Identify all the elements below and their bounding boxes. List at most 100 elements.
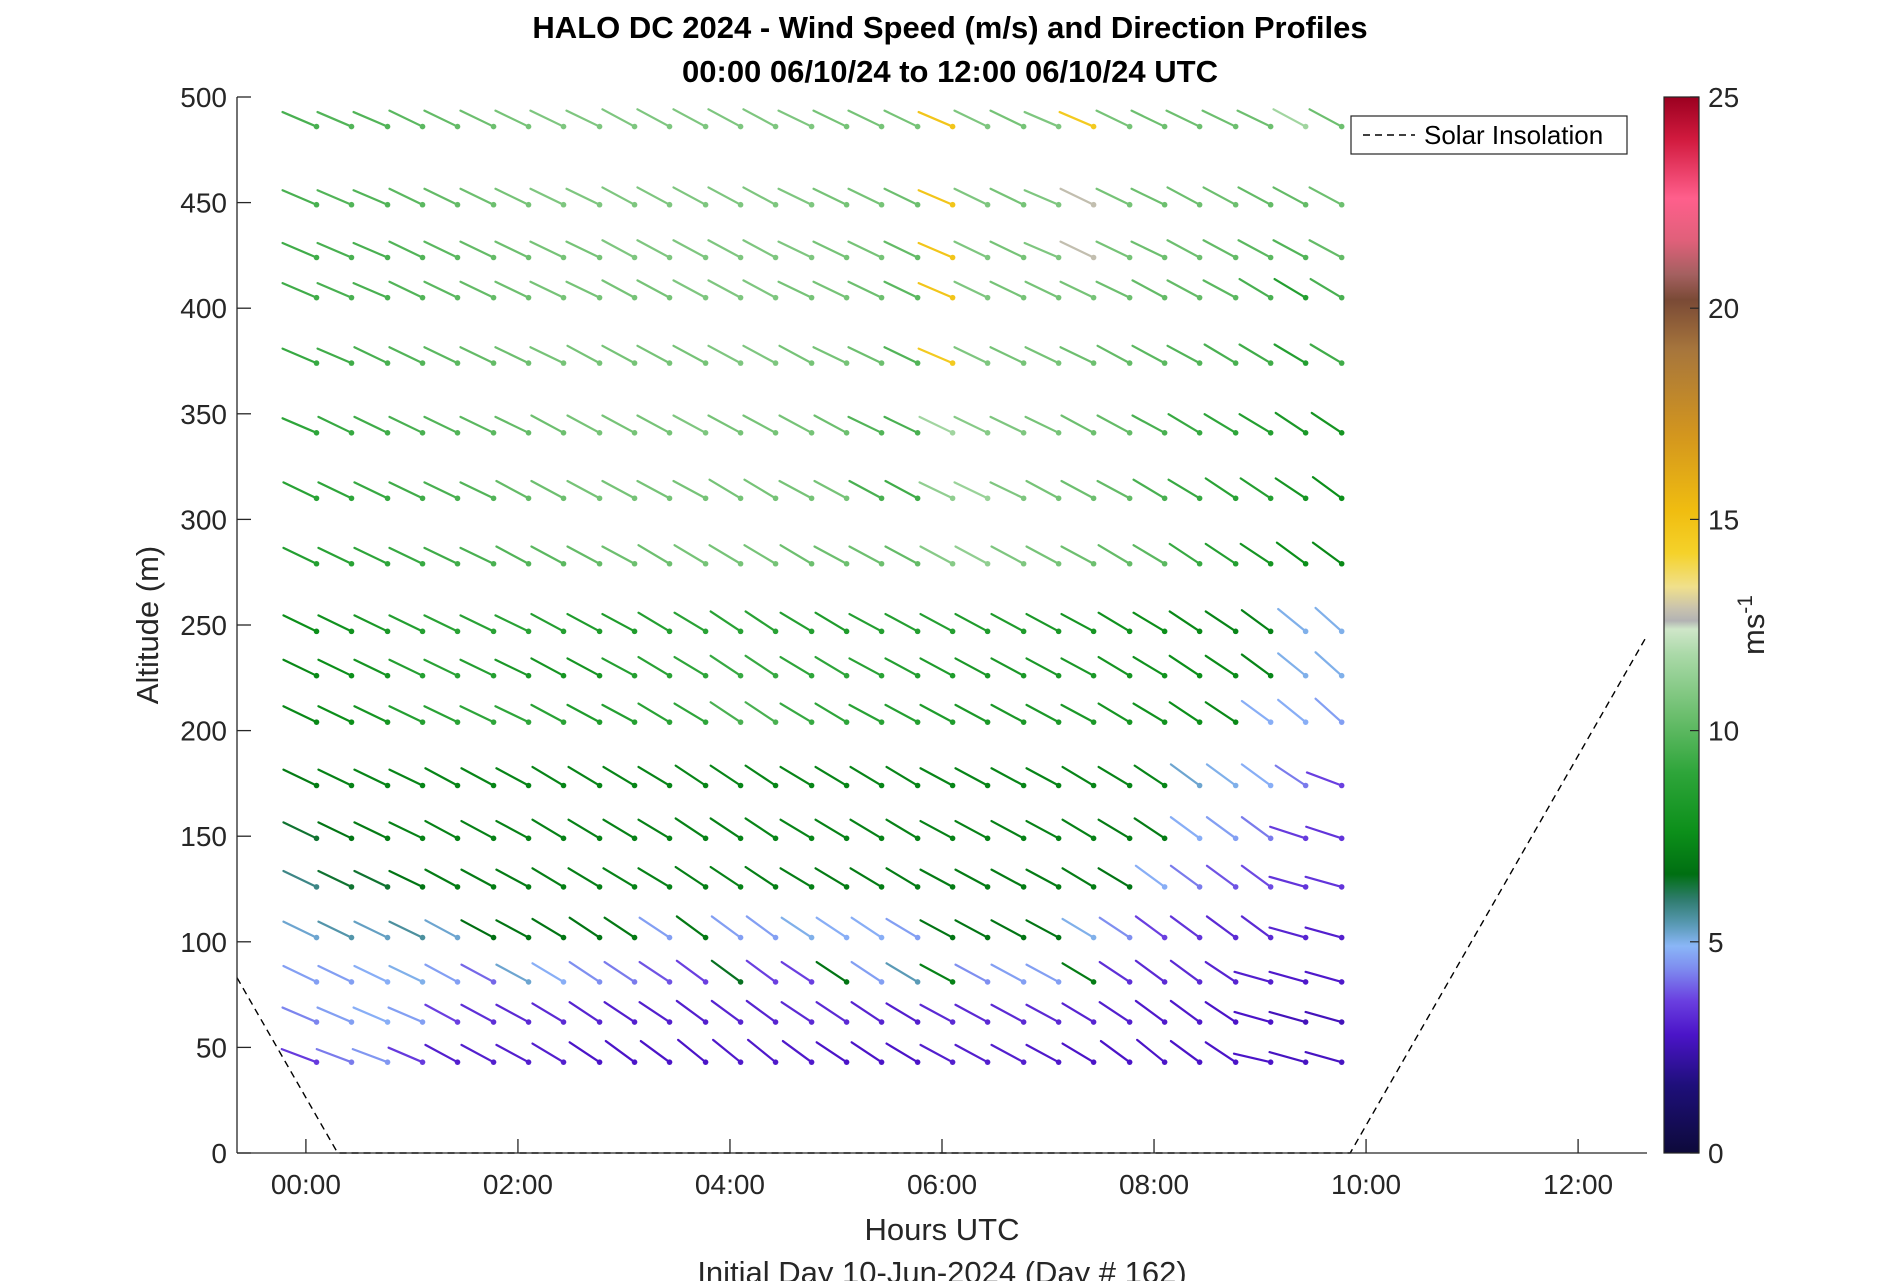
wind-barb-head: [914, 294, 921, 301]
wind-barb: [1167, 478, 1203, 502]
wind-barb: [460, 919, 497, 941]
wind-barb: [707, 108, 744, 130]
wind-barb-head: [419, 123, 426, 130]
wind-barb-shaft: [281, 110, 318, 128]
wind-barb: [677, 1038, 709, 1065]
wind-barb-shaft: [989, 481, 1025, 500]
wind-barb-head: [384, 835, 391, 842]
wind-barb: [281, 110, 320, 130]
wind-barb-shaft: [1268, 926, 1307, 939]
wind-barb: [954, 1043, 991, 1065]
wind-barb: [990, 919, 1027, 941]
wind-barb-shaft: [423, 187, 459, 206]
wind-barb-head: [666, 979, 673, 985]
wind-barb-shaft: [1274, 477, 1307, 500]
wind-barb-head: [772, 672, 779, 679]
wind-barb-head: [1020, 672, 1027, 679]
wind-barb-shaft: [281, 241, 318, 259]
wind-barb: [1310, 411, 1345, 436]
wind-barb: [495, 919, 532, 941]
wind-barb-head: [454, 201, 461, 208]
wind-barb: [1202, 279, 1239, 301]
wind-barb: [529, 240, 567, 261]
wind-barb-shaft: [636, 414, 671, 434]
wind-barb: [1204, 542, 1239, 567]
wind-barb: [675, 999, 709, 1025]
wind-barb-shaft: [673, 544, 707, 565]
wind-barb-shaft: [602, 765, 636, 787]
wind-barb: [1023, 189, 1062, 208]
wind-barb-head: [525, 123, 532, 130]
wind-barb-head: [843, 1019, 850, 1025]
wind-barb-shaft: [636, 108, 671, 128]
wind-barb-shaft: [566, 344, 601, 365]
wind-barb-head: [454, 884, 461, 890]
wind-barb: [568, 960, 603, 985]
wind-barb: [672, 186, 709, 208]
wind-barb-head: [384, 782, 391, 789]
colorbar-tick-label: 0: [1708, 1138, 1724, 1169]
wind-barb-head: [702, 201, 709, 208]
wind-barb: [954, 919, 991, 941]
wind-barb-shaft: [1273, 343, 1307, 365]
wind-barb-shaft: [850, 916, 883, 939]
wind-barb-head: [878, 884, 885, 890]
wind-barb-shaft: [814, 655, 848, 677]
wind-barb-shaft: [601, 545, 636, 565]
wind-barb-shaft: [636, 344, 671, 365]
wind-barb: [674, 764, 709, 789]
wind-barb-head: [949, 672, 956, 679]
wind-barb-shaft: [710, 915, 742, 939]
wind-barb-shaft: [495, 963, 530, 984]
wind-barb-head: [1126, 201, 1133, 208]
wind-barb: [813, 479, 850, 502]
wind-barb-shaft: [388, 821, 424, 840]
wind-barb-head: [914, 430, 921, 436]
wind-barb-shaft: [709, 865, 742, 888]
wind-barb-shaft: [1204, 1001, 1237, 1024]
wind-barb-shaft: [459, 658, 495, 677]
wind-barb-shaft: [1168, 654, 1201, 677]
wind-barb-shaft: [567, 818, 601, 840]
wind-barb-head: [984, 495, 991, 502]
wind-barb-head: [843, 201, 850, 208]
wind-barb: [387, 1006, 426, 1025]
wind-barb-shaft: [317, 869, 353, 888]
wind-barb: [353, 768, 391, 789]
wind-barb-shaft: [1136, 1038, 1166, 1064]
wind-barb-shaft: [812, 187, 848, 206]
wind-barb-shaft: [1025, 703, 1060, 724]
wind-barb: [954, 657, 991, 679]
wind-barb-shaft: [1097, 611, 1131, 633]
wind-barb-head: [1302, 495, 1309, 502]
wind-barb-head: [490, 495, 497, 502]
wind-barb-shaft: [424, 919, 459, 939]
wind-barb-shaft: [1132, 611, 1166, 633]
wind-barb-head: [808, 835, 815, 842]
wind-barb: [919, 767, 956, 789]
wind-barb-shaft: [1167, 478, 1201, 500]
wind-barb-head: [1090, 835, 1097, 842]
wind-barb-shaft: [1061, 962, 1095, 984]
wind-barb: [954, 545, 991, 567]
wind-barb-head: [702, 979, 709, 985]
wind-barb-shaft: [387, 1006, 424, 1024]
wind-barb-shaft: [883, 346, 919, 365]
wind-barb: [814, 702, 850, 725]
wind-barb-shaft: [848, 545, 883, 565]
wind-barb-shaft: [1304, 970, 1343, 984]
wind-barb-shaft: [1240, 653, 1272, 677]
wind-barb-head: [702, 560, 709, 567]
wind-barb-shaft: [1059, 240, 1095, 259]
wind-barb-head: [702, 672, 709, 679]
wind-barb-shaft: [566, 545, 601, 565]
wind-barb: [673, 702, 709, 725]
wind-barb: [779, 765, 815, 789]
wind-barb-head: [419, 294, 426, 301]
wind-barb-head: [1090, 201, 1097, 208]
wind-barb-shaft: [352, 110, 389, 128]
wind-barb-head: [1302, 560, 1309, 567]
wind-barb-head: [384, 884, 391, 890]
wind-barb: [850, 1001, 885, 1025]
